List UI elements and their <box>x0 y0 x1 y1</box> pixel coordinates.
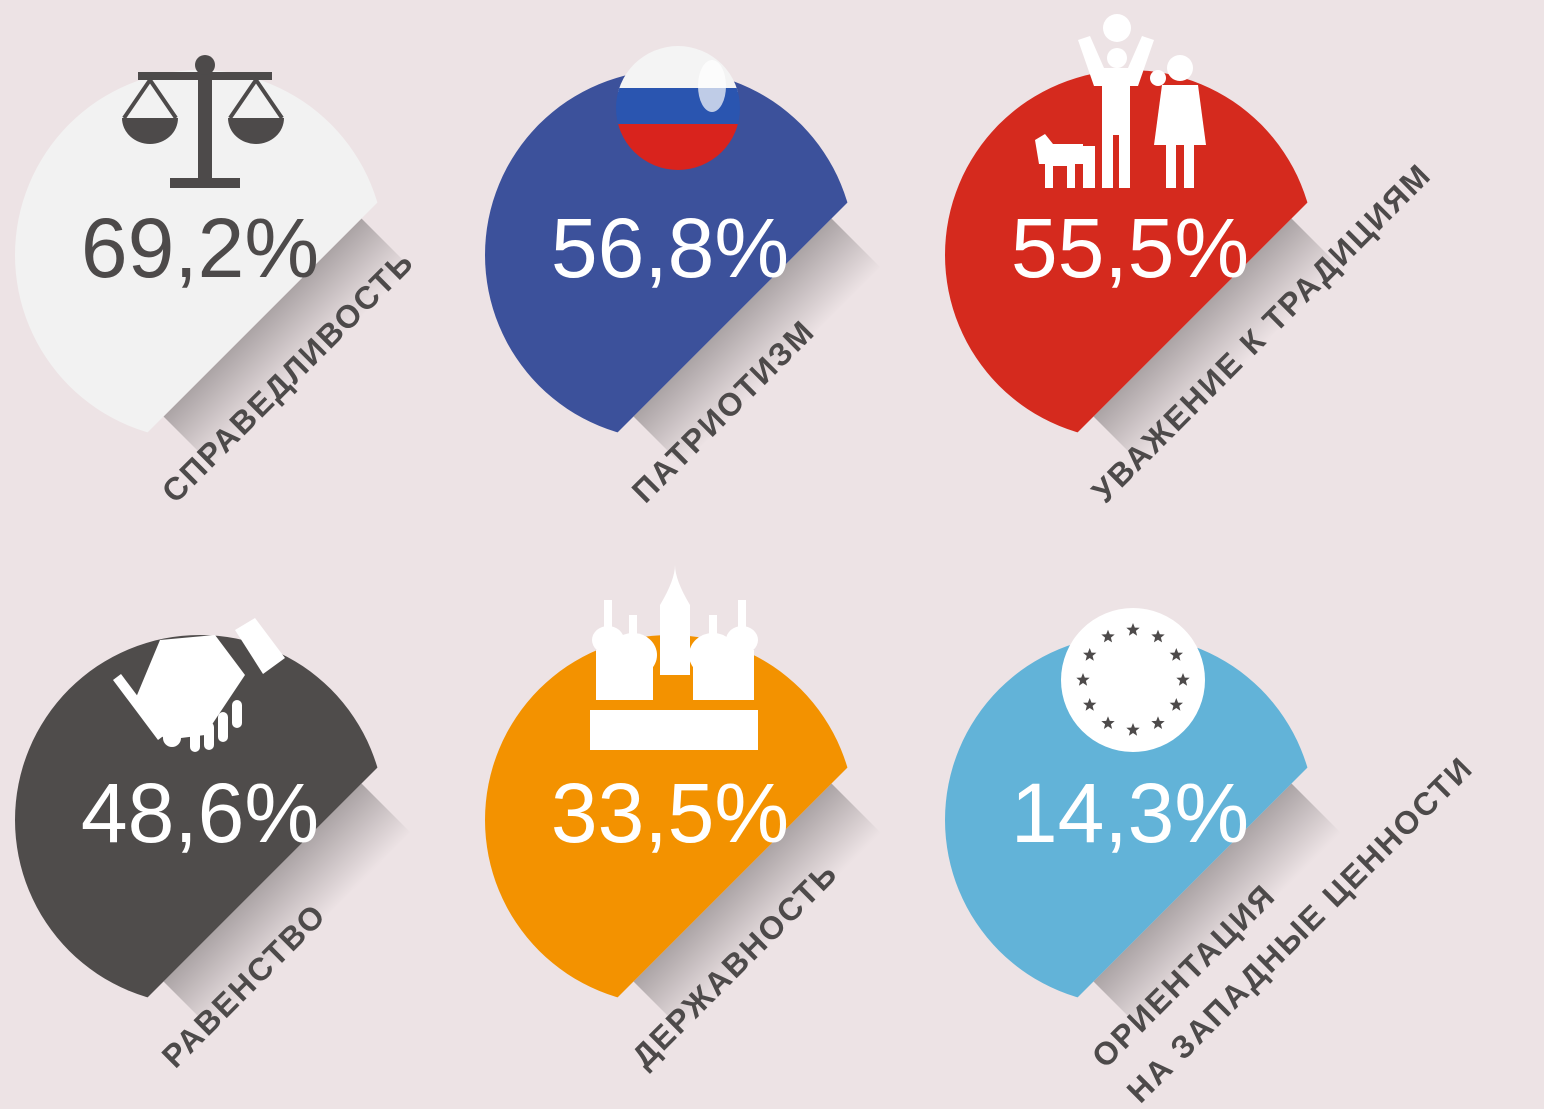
star <box>1169 698 1183 711</box>
icons <box>113 14 1206 752</box>
fold-shadow <box>163 783 411 1031</box>
star <box>1151 629 1165 643</box>
family-icon <box>1035 14 1206 188</box>
star <box>1151 716 1165 729</box>
star <box>1083 648 1097 661</box>
fold-shadow <box>163 218 411 466</box>
fold <box>633 783 881 1031</box>
eu-icon <box>1061 608 1205 752</box>
item: 69,2%СПРАВЕДЛИВОСТЬ <box>15 70 421 510</box>
fold <box>163 218 411 466</box>
star <box>1169 648 1183 661</box>
item: 33,5%ДЕРЖАВНОСТЬ <box>485 635 881 1075</box>
handshake-icon <box>113 618 285 752</box>
star <box>1083 698 1097 711</box>
items: 69,2%СПРАВЕДЛИВОСТЬ 56,8%ПАТРИОТИЗМ55,5%У… <box>15 70 1480 1109</box>
percent: 33,5% <box>551 766 789 860</box>
star <box>1101 716 1115 729</box>
star <box>1126 623 1140 636</box>
fold <box>633 218 881 466</box>
fold-shadow <box>1093 783 1341 1031</box>
percent: 55,5% <box>1011 201 1249 295</box>
fold-shadow <box>1093 218 1341 466</box>
kremlin-icon <box>590 565 758 750</box>
percent: 48,6% <box>81 766 319 860</box>
star <box>1076 673 1090 686</box>
percent: 56,8% <box>551 201 789 295</box>
percent: 14,3% <box>1011 766 1249 860</box>
fold <box>1093 783 1341 1031</box>
fold-shadow <box>633 783 881 1031</box>
fold <box>163 783 411 1031</box>
star <box>1176 673 1190 686</box>
star <box>1126 723 1140 736</box>
percent: 69,2% <box>81 201 319 295</box>
scales-icon <box>122 55 284 188</box>
fold <box>1093 218 1341 466</box>
star <box>1101 629 1115 643</box>
fold-shadow <box>633 218 881 466</box>
